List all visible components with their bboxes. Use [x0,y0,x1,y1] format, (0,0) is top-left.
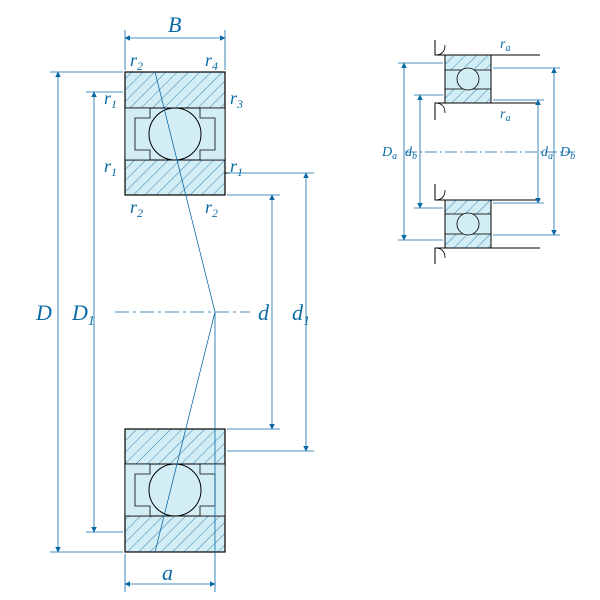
label-r3-or: r3 [230,88,243,111]
bearing-cross-section-diagram: B a D D1 d [0,0,600,600]
label-r1-ol: r1 [104,88,117,111]
label-B: B [168,12,181,37]
label-r1-ir: r1 [230,156,243,179]
label-r4-tr: r4 [205,50,218,73]
mounting-inset: ra ra Da db da Db [381,37,575,264]
label-D1: D1 [71,300,95,329]
label-ra-top: ra [500,37,510,54]
label-d1: d1 [292,300,310,329]
label-d: d [258,300,270,325]
lower-ring-section [125,312,225,552]
label-a: a [162,560,173,585]
inset-bottom-section [435,184,540,264]
label-D: D [35,300,52,325]
label-Db: Db [559,145,575,162]
label-r1-il: r1 [104,156,117,179]
label-da: da [541,145,553,162]
label-db: db [405,145,417,162]
label-r2-tl: r2 [130,50,143,73]
label-ra-mid: ra [500,107,510,124]
label-Da: Da [381,145,397,162]
label-r2-br: r2 [205,197,218,220]
label-r2-bl: r2 [130,197,143,220]
upper-ring-section [125,72,230,312]
inset-top-section [435,40,540,120]
main-cross-section: B a D D1 d [35,12,314,592]
